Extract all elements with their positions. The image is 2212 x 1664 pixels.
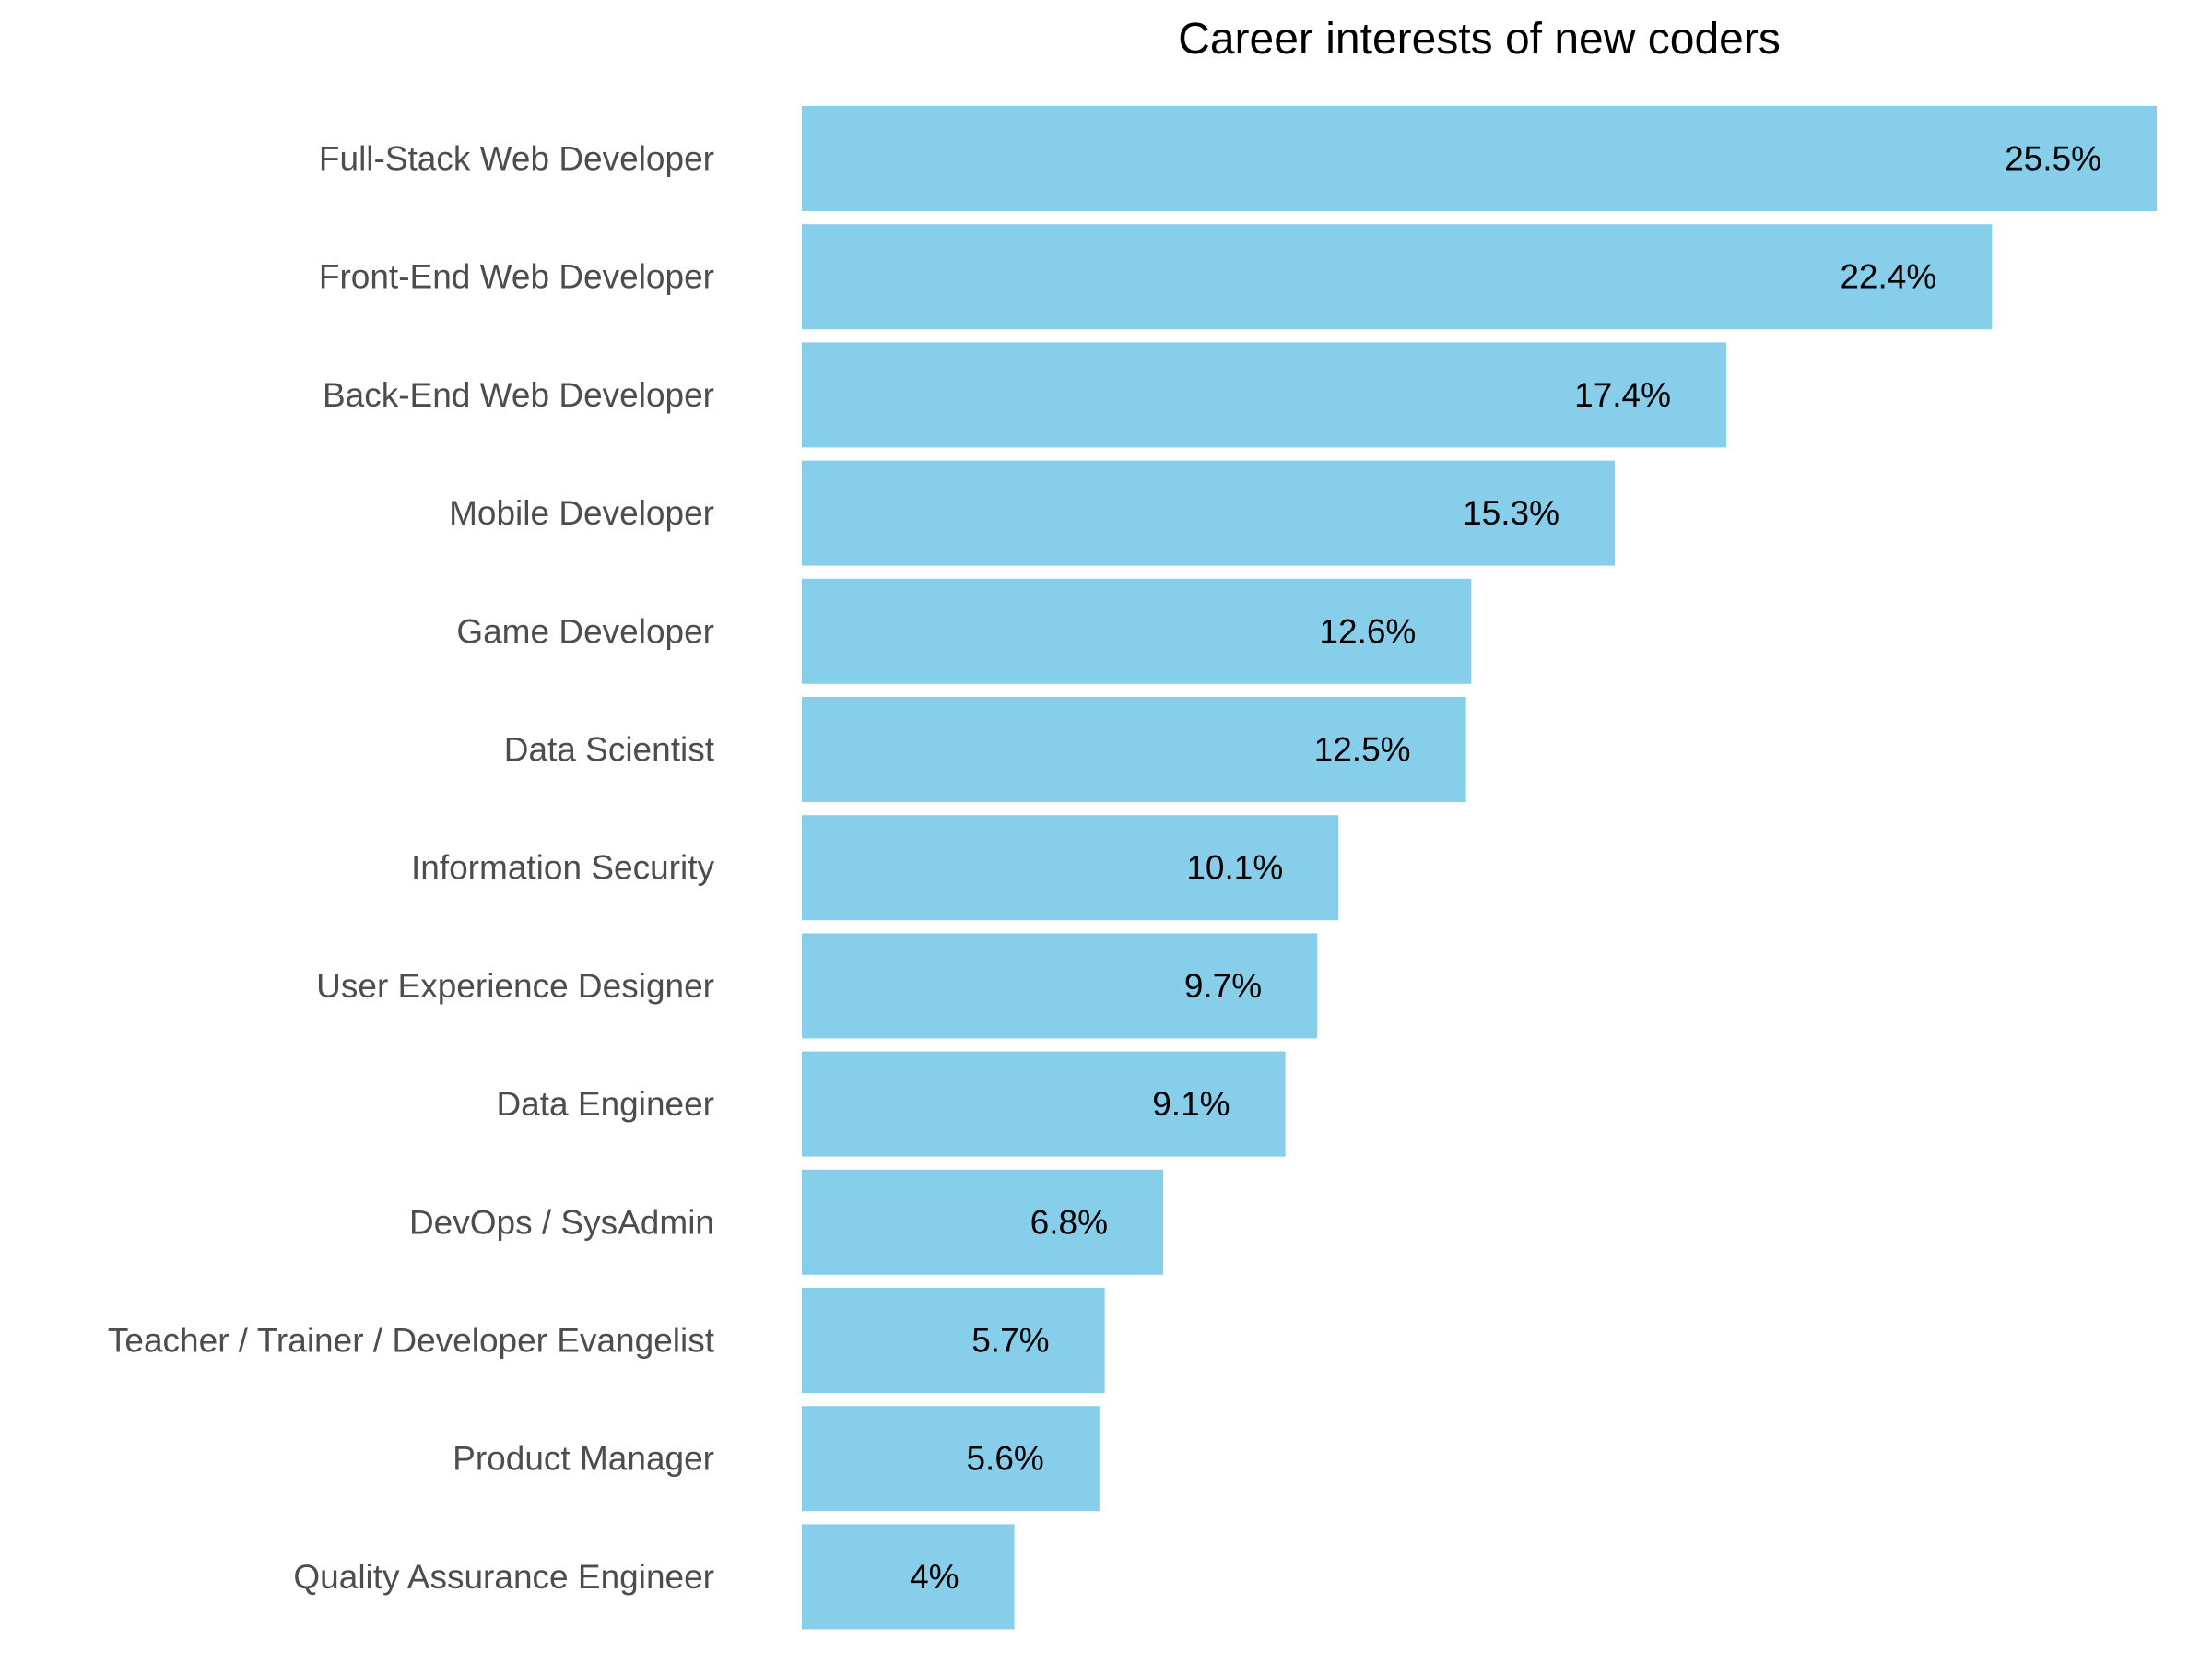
data-label: 6.8%	[1030, 1203, 1108, 1241]
category-label: Information Security	[411, 849, 715, 887]
bar	[802, 697, 1466, 802]
bars-group	[802, 106, 2157, 1630]
bar	[802, 224, 1993, 330]
category-label: Quality Assurance Engineer	[293, 1558, 714, 1596]
data-label: 15.3%	[1463, 494, 1559, 532]
category-label: Data Scientist	[504, 731, 715, 769]
data-label: 5.7%	[971, 1322, 1049, 1360]
category-label: Front-End Web Developer	[319, 258, 714, 296]
category-label: Teacher / Trainer / Developer Evangelist	[108, 1322, 715, 1360]
category-label: Mobile Developer	[449, 494, 714, 532]
bar	[802, 1406, 1100, 1512]
data-label: 25.5%	[2005, 140, 2101, 178]
data-label: 4%	[910, 1558, 959, 1596]
bar	[802, 460, 1615, 566]
category-labels-group: Full-Stack Web Developer Front-End Web De…	[108, 140, 715, 1596]
category-label: DevOps / SysAdmin	[409, 1203, 714, 1241]
category-label: Back-End Web Developer	[323, 376, 714, 414]
bar	[802, 933, 1318, 1039]
bar	[802, 815, 1339, 921]
data-label: 9.7%	[1184, 967, 1262, 1005]
bar	[802, 1051, 1286, 1157]
data-label: 9.1%	[1152, 1085, 1230, 1123]
data-label: 17.4%	[1574, 376, 1671, 414]
bar	[802, 1524, 1015, 1630]
data-label: 22.4%	[1840, 258, 1936, 296]
data-label: 10.1%	[1186, 849, 1283, 887]
category-label: Full-Stack Web Developer	[319, 140, 714, 178]
bar	[802, 106, 2157, 211]
chart-title: Career interests of new coders	[1178, 15, 1781, 64]
data-labels-group: 25.5% 22.4% 17.4% 15.3% 12.6% 12.5% 10.1% 9.7% 9…	[910, 140, 2101, 1596]
category-label: Game Developer	[456, 612, 714, 650]
category-label: Data Engineer	[496, 1085, 714, 1123]
bar	[802, 578, 1472, 684]
category-label: Product Manager	[453, 1440, 714, 1478]
bar	[802, 1169, 1163, 1275]
data-label: 5.6%	[966, 1440, 1043, 1478]
bar	[802, 1288, 1105, 1393]
category-label: User Experience Designer	[316, 967, 714, 1005]
data-label: 12.5%	[1314, 731, 1411, 769]
bar	[802, 342, 1727, 448]
data-label: 12.6%	[1319, 612, 1416, 650]
